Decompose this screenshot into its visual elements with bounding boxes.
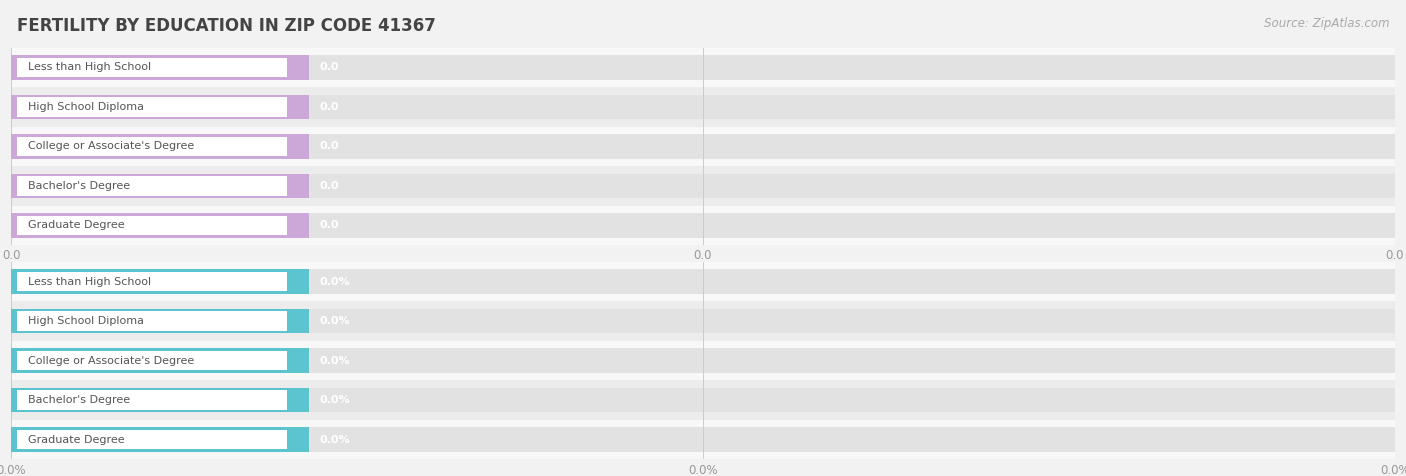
Bar	[11, 48, 1395, 87]
Bar	[17, 351, 287, 370]
Bar	[17, 176, 287, 196]
Bar	[17, 430, 287, 449]
Text: 0.0%: 0.0%	[319, 356, 350, 366]
Bar	[11, 420, 1395, 459]
Text: College or Associate's Degree: College or Associate's Degree	[28, 141, 194, 151]
Bar	[17, 272, 287, 291]
Bar	[17, 58, 287, 77]
Bar	[11, 348, 1395, 373]
Text: Graduate Degree: Graduate Degree	[28, 435, 125, 445]
Text: 0.0: 0.0	[319, 102, 339, 112]
Bar	[11, 206, 1395, 245]
Text: 0.0: 0.0	[319, 141, 339, 151]
Text: 0.0%: 0.0%	[319, 395, 350, 405]
Bar	[11, 427, 309, 452]
Bar	[11, 55, 1395, 79]
Bar	[11, 134, 1395, 159]
Bar	[11, 87, 1395, 127]
Bar	[11, 388, 1395, 412]
Bar	[17, 311, 287, 331]
Bar	[11, 55, 309, 79]
Text: High School Diploma: High School Diploma	[28, 102, 143, 112]
Text: 0.0%: 0.0%	[319, 277, 350, 287]
Bar	[11, 388, 309, 412]
Text: Graduate Degree: Graduate Degree	[28, 220, 125, 230]
Bar	[11, 269, 309, 294]
Text: Bachelor's Degree: Bachelor's Degree	[28, 181, 129, 191]
Bar	[11, 174, 309, 198]
Bar	[11, 341, 1395, 380]
Bar	[11, 134, 309, 159]
Bar	[11, 213, 309, 238]
Text: College or Associate's Degree: College or Associate's Degree	[28, 356, 194, 366]
Bar	[11, 166, 1395, 206]
Text: 0.0%: 0.0%	[319, 316, 350, 326]
Bar	[17, 216, 287, 235]
Bar	[11, 309, 309, 333]
Bar	[11, 269, 1395, 294]
Text: 0.0: 0.0	[319, 181, 339, 191]
Bar	[11, 95, 309, 119]
Text: FERTILITY BY EDUCATION IN ZIP CODE 41367: FERTILITY BY EDUCATION IN ZIP CODE 41367	[17, 17, 436, 35]
Bar	[11, 127, 1395, 166]
Bar	[11, 95, 1395, 119]
Bar	[17, 97, 287, 117]
Text: 0.0%: 0.0%	[319, 435, 350, 445]
Bar	[17, 137, 287, 156]
Text: Less than High School: Less than High School	[28, 277, 150, 287]
Bar	[11, 427, 1395, 452]
Bar	[11, 309, 1395, 333]
Bar	[11, 380, 1395, 420]
Bar	[11, 348, 309, 373]
Bar	[11, 262, 1395, 301]
Text: Less than High School: Less than High School	[28, 62, 150, 72]
Bar	[11, 213, 1395, 238]
Text: 0.0: 0.0	[319, 62, 339, 72]
Bar	[17, 390, 287, 410]
Text: Bachelor's Degree: Bachelor's Degree	[28, 395, 129, 405]
Text: High School Diploma: High School Diploma	[28, 316, 143, 326]
Text: Source: ZipAtlas.com: Source: ZipAtlas.com	[1264, 17, 1389, 30]
Bar	[11, 301, 1395, 341]
Text: 0.0: 0.0	[319, 220, 339, 230]
Bar	[11, 174, 1395, 198]
